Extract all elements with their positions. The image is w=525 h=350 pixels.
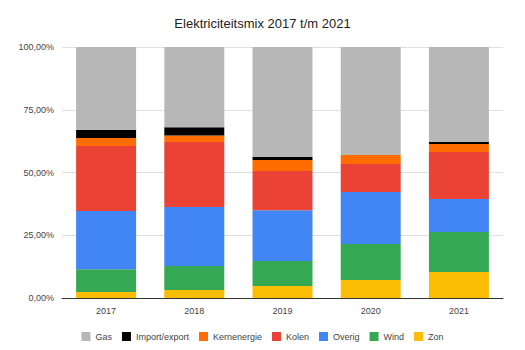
svg-text:Kolen: Kolen <box>286 332 309 342</box>
svg-text:Elektriciteitsmix 2017 t/m 202: Elektriciteitsmix 2017 t/m 2021 <box>174 16 350 31</box>
svg-text:0,00%: 0,00% <box>28 293 54 303</box>
svg-text:Zon: Zon <box>428 332 444 342</box>
svg-text:75,00%: 75,00% <box>23 105 54 115</box>
svg-text:25,00%: 25,00% <box>23 230 54 240</box>
svg-text:100,00%: 100,00% <box>18 42 54 52</box>
svg-text:Kernenergie: Kernenergie <box>213 332 262 342</box>
svg-text:2021: 2021 <box>449 306 469 316</box>
svg-text:2017: 2017 <box>96 306 116 316</box>
svg-text:2018: 2018 <box>184 306 204 316</box>
svg-text:2019: 2019 <box>272 306 292 316</box>
svg-text:Gas: Gas <box>95 332 112 342</box>
svg-text:50,00%: 50,00% <box>23 168 54 178</box>
svg-text:Import/export: Import/export <box>136 332 190 342</box>
svg-text:Wind: Wind <box>384 332 405 342</box>
svg-text:2020: 2020 <box>361 306 381 316</box>
svg-text:Overig: Overig <box>333 332 360 342</box>
